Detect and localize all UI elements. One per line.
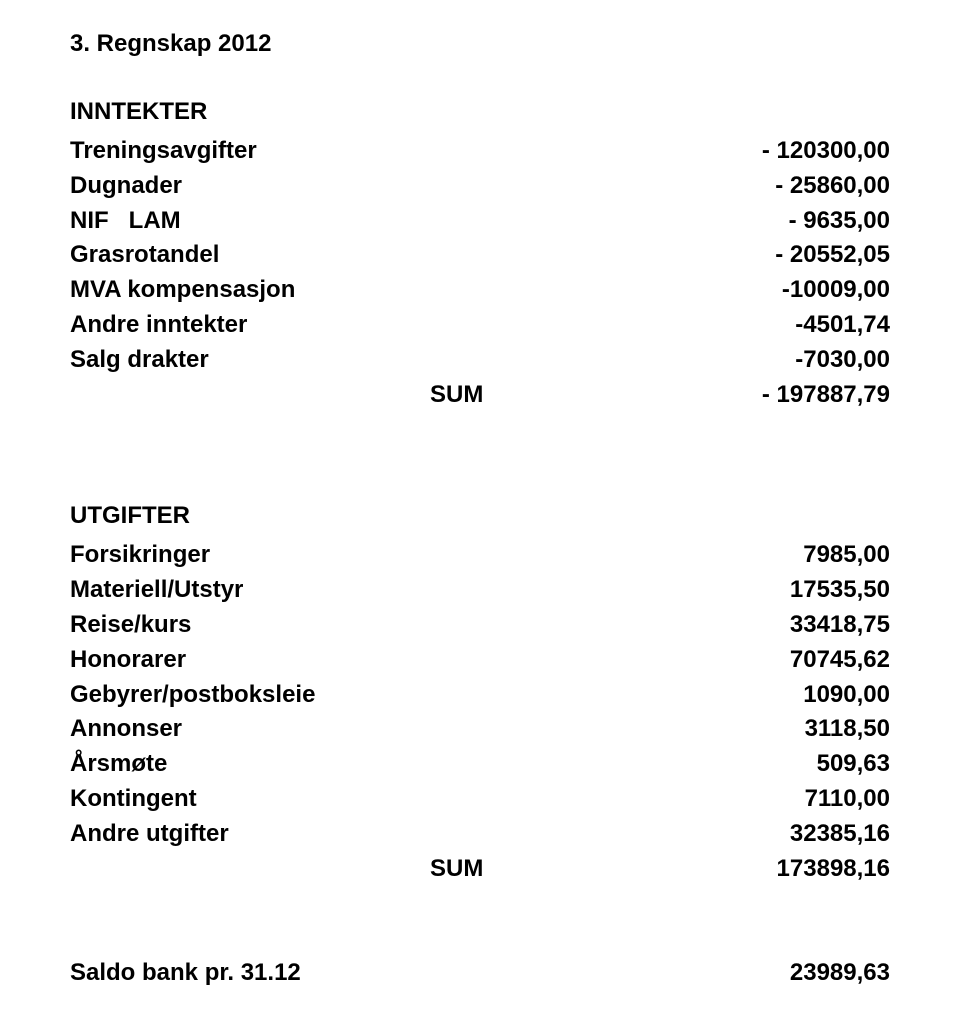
row-label: Andre utgifter bbox=[70, 817, 229, 852]
saldo-value: 23989,63 bbox=[790, 956, 890, 991]
row-value: 509,63 bbox=[817, 747, 890, 782]
row-value: -4501,74 bbox=[795, 308, 890, 343]
inntekter-row: MVA kompensasjon -10009,00 bbox=[70, 273, 890, 308]
sum-label: SUM bbox=[70, 852, 483, 887]
utgifter-row: Materiell/Utstyr 17535,50 bbox=[70, 573, 890, 608]
utgifter-row: Honorarer 70745,62 bbox=[70, 643, 890, 678]
utgifter-row: Forsikringer 7985,00 bbox=[70, 538, 890, 573]
inntekter-row: Grasrotandel - 20552,05 bbox=[70, 238, 890, 273]
row-label: Forsikringer bbox=[70, 538, 210, 573]
inntekter-row: Salg drakter -7030,00 bbox=[70, 343, 890, 378]
row-value: 7110,00 bbox=[805, 782, 890, 817]
saldo-label: Saldo bank pr. 31.12 bbox=[70, 956, 301, 991]
row-label: MVA kompensasjon bbox=[70, 273, 295, 308]
row-label: Materiell/Utstyr bbox=[70, 573, 243, 608]
row-label: Reise/kurs bbox=[70, 608, 191, 643]
row-value: 1090,00 bbox=[803, 678, 890, 713]
inntekter-row: Dugnader - 25860,00 bbox=[70, 169, 890, 204]
row-value: 17535,50 bbox=[790, 573, 890, 608]
row-label: Salg drakter bbox=[70, 343, 209, 378]
utgifter-row: Annonser 3118,50 bbox=[70, 712, 890, 747]
utgifter-row: Reise/kurs 33418,75 bbox=[70, 608, 890, 643]
utgifter-row: Gebyrer/postboksleie 1090,00 bbox=[70, 678, 890, 713]
sum-value: - 197887,79 bbox=[762, 378, 890, 413]
inntekter-row: Andre inntekter -4501,74 bbox=[70, 308, 890, 343]
inntekter-header: INNTEKTER bbox=[70, 98, 890, 126]
page-title: 3. Regnskap 2012 bbox=[70, 30, 890, 58]
utgifter-sum-row: SUM 173898,16 bbox=[70, 852, 890, 887]
row-value: 7985,00 bbox=[803, 538, 890, 573]
row-value: - 9635,00 bbox=[789, 204, 890, 239]
inntekter-row: Treningsavgifter - 120300,00 bbox=[70, 134, 890, 169]
row-label: Treningsavgifter bbox=[70, 134, 257, 169]
row-value: 33418,75 bbox=[790, 608, 890, 643]
utgifter-row: Årsmøte 509,63 bbox=[70, 747, 890, 782]
row-value: - 120300,00 bbox=[762, 134, 890, 169]
sum-value: 173898,16 bbox=[777, 852, 890, 887]
sum-label: SUM bbox=[70, 378, 483, 413]
row-value: 3118,50 bbox=[805, 712, 890, 747]
row-label: Årsmøte bbox=[70, 747, 167, 782]
row-label: Gebyrer/postboksleie bbox=[70, 678, 315, 713]
row-value: 32385,16 bbox=[790, 817, 890, 852]
utgifter-row: Kontingent 7110,00 bbox=[70, 782, 890, 817]
row-label: Kontingent bbox=[70, 782, 197, 817]
row-value: -7030,00 bbox=[795, 343, 890, 378]
utgifter-row: Andre utgifter 32385,16 bbox=[70, 817, 890, 852]
row-value: - 20552,05 bbox=[775, 238, 890, 273]
row-label: Grasrotandel bbox=[70, 238, 219, 273]
row-label: Dugnader bbox=[70, 169, 182, 204]
row-label: NIF LAM bbox=[70, 204, 181, 239]
inntekter-row: NIF LAM - 9635,00 bbox=[70, 204, 890, 239]
saldo-row: Saldo bank pr. 31.12 23989,63 bbox=[70, 956, 890, 991]
inntekter-sum-row: SUM - 197887,79 bbox=[70, 378, 890, 413]
row-value: 70745,62 bbox=[790, 643, 890, 678]
row-label: Honorarer bbox=[70, 643, 186, 678]
row-value: - 25860,00 bbox=[775, 169, 890, 204]
row-label: Annonser bbox=[70, 712, 182, 747]
row-value: -10009,00 bbox=[782, 273, 890, 308]
utgifter-header: UTGIFTER bbox=[70, 502, 890, 530]
row-label: Andre inntekter bbox=[70, 308, 247, 343]
